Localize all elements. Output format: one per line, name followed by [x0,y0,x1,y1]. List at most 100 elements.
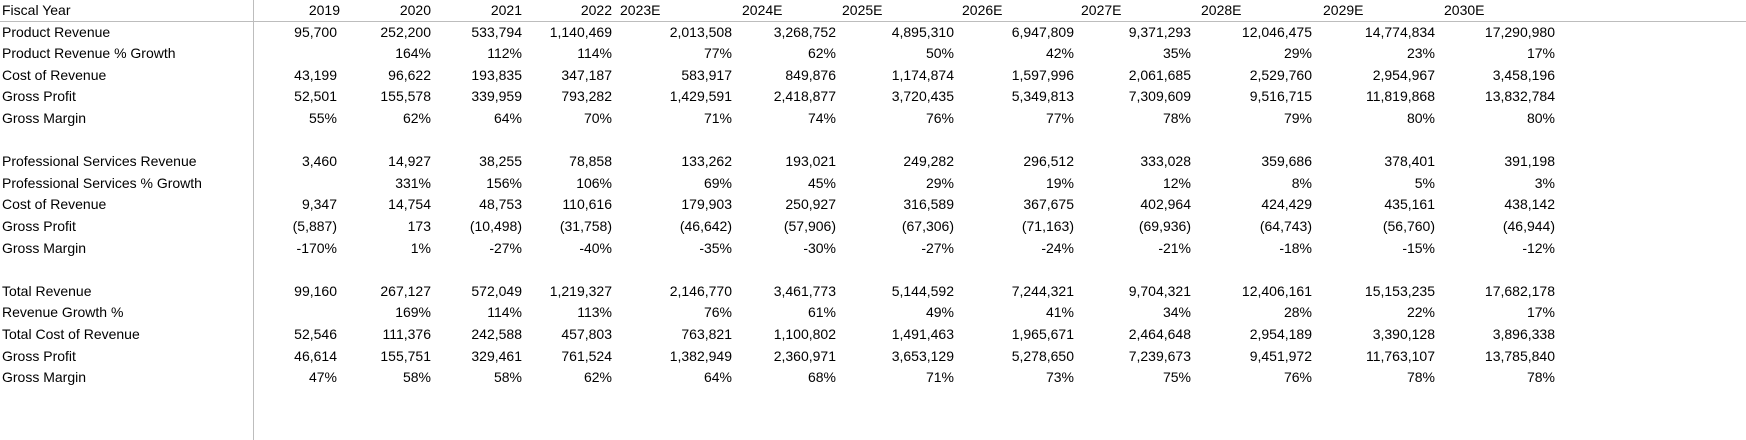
table-row: Professional Services % Growth 331% 156% 10… [0,173,1746,195]
value-cell: 3,268,752 [773,23,836,40]
table-row: Gross Profit 46,614 155,751 329,461 761,524 1… [0,346,1746,368]
value-cell: 583,917 [681,66,732,83]
value-cell: -15% [1402,239,1435,256]
header-row: Fiscal Year 2019 2020 2021 2022 2023E 2024E 202… [0,0,1746,22]
value-cell: (5,887) [292,218,337,234]
year-header: 2026E [962,2,1003,18]
value-cell: 2,529,760 [1249,66,1312,83]
value-cell: 5,349,813 [1011,88,1074,105]
value-cell: 14,774,834 [1364,23,1435,40]
value-cell: 77% [1045,110,1074,126]
value-cell: 1,174,874 [891,66,954,83]
value-cell: 2,464,648 [1128,326,1191,342]
table-row: Gross Margin -170% 1% -27% -40% -35% -30% -27% -… [0,238,1746,260]
value-cell: 1,597,996 [1011,66,1074,83]
value-cell: 79% [1283,110,1312,126]
value-cell: 1,140,469 [549,23,612,40]
value-cell: 17% [1526,45,1555,62]
value-cell: 78,858 [569,153,612,170]
value-cell: 43,199 [294,66,337,83]
value-cell: 78% [1162,110,1191,126]
year-header: 2030E [1444,2,1485,18]
value-cell: 46,614 [294,347,337,364]
value-cell: 1,100,802 [773,326,836,342]
value-cell: 73% [1045,369,1074,386]
value-cell: -21% [1158,239,1191,256]
value-cell: 793,282 [561,88,612,105]
value-cell: (64,743) [1259,218,1312,234]
value-cell: 76% [703,304,732,321]
value-cell: 38,255 [479,153,522,170]
value-cell: 5,278,650 [1011,347,1074,364]
value-cell: 9,371,293 [1128,23,1191,40]
value-cell: -40% [579,239,612,256]
value-cell: 29% [1283,45,1312,62]
value-cell: 1,491,463 [891,326,954,342]
value-cell: 1,965,671 [1011,326,1074,342]
table-row: Gross Profit (5,887) 173 (10,498) (31,758) (4… [0,216,1746,238]
value-cell: 7,239,673 [1128,347,1191,364]
value-cell: 62% [583,369,612,386]
row-label: Gross Profit [2,88,76,105]
value-cell: 70% [583,110,612,126]
value-cell: 12,046,475 [1241,23,1312,40]
value-cell: 58% [402,369,431,386]
value-cell: 23% [1406,45,1435,62]
header-label: Fiscal Year [2,2,71,18]
value-cell: 99,160 [294,282,337,299]
value-cell: 15,153,235 [1364,282,1435,299]
value-cell: 110,616 [562,196,612,213]
value-cell: 2,061,685 [1128,66,1191,83]
value-cell: -24% [1041,239,1074,256]
value-cell: 13,785,840 [1484,347,1555,364]
value-cell: 316,589 [903,196,954,213]
value-cell: -18% [1279,239,1312,256]
table-row: Cost of Revenue 9,347 14,754 48,753 110,616 1… [0,194,1746,216]
value-cell: 22% [1406,304,1435,321]
value-cell: 250,927 [785,196,836,213]
blank-row [0,259,1746,281]
value-cell: 80% [1406,110,1435,126]
value-cell: 9,516,715 [1249,88,1312,105]
row-label: Revenue Growth % [2,304,124,321]
value-cell: 572,049 [471,282,522,299]
table-row: Gross Margin 55% 62% 64% 70% 71% 74% 76% 77% 78% 7… [0,108,1746,130]
value-cell: -27% [921,239,954,256]
row-label: Gross Margin [2,239,87,256]
value-cell: 49% [925,304,954,321]
value-cell: 114% [577,45,612,62]
value-cell: 252,200 [380,23,431,40]
value-cell: 71% [703,110,732,126]
year-header: 2022 [580,2,612,18]
value-cell: 62% [807,45,836,62]
value-cell: 3,896,338 [1492,326,1555,342]
value-cell: 6,947,809 [1011,23,1074,40]
value-cell: -170% [296,239,337,256]
value-cell: 3,653,129 [891,347,954,364]
value-cell: 14,927 [388,153,431,170]
year-header: 2024E [742,2,783,18]
value-cell [256,302,337,324]
value-cell: 3,458,196 [1492,66,1555,83]
value-cell: 8% [1291,174,1312,191]
value-cell: 5,144,592 [891,282,954,299]
value-cell: 9,704,321 [1128,282,1191,299]
value-cell: 849,876 [785,66,836,83]
row-label: Gross Profit [2,347,76,364]
value-cell: 55% [308,110,337,126]
value-cell: 47% [308,369,337,386]
table-row: Gross Profit 52,501 155,578 339,959 793,282 1… [0,86,1746,108]
value-cell: 13,832,784 [1484,88,1555,105]
value-cell: 296,512 [1023,153,1074,170]
value-cell: 2,013,508 [669,23,732,40]
value-cell: 58% [493,369,522,386]
value-cell: 329,461 [471,347,522,364]
value-cell: 2,360,971 [773,347,836,364]
value-cell: 35% [1162,45,1191,62]
value-cell: 2,954,189 [1249,326,1312,342]
row-label: Gross Margin [2,369,87,386]
value-cell: 48,753 [479,196,522,213]
value-cell: 2,954,967 [1372,66,1435,83]
value-cell: 1,219,327 [549,282,612,299]
table-row: Cost of Revenue 43,199 96,622 193,835 347,18… [0,65,1746,87]
